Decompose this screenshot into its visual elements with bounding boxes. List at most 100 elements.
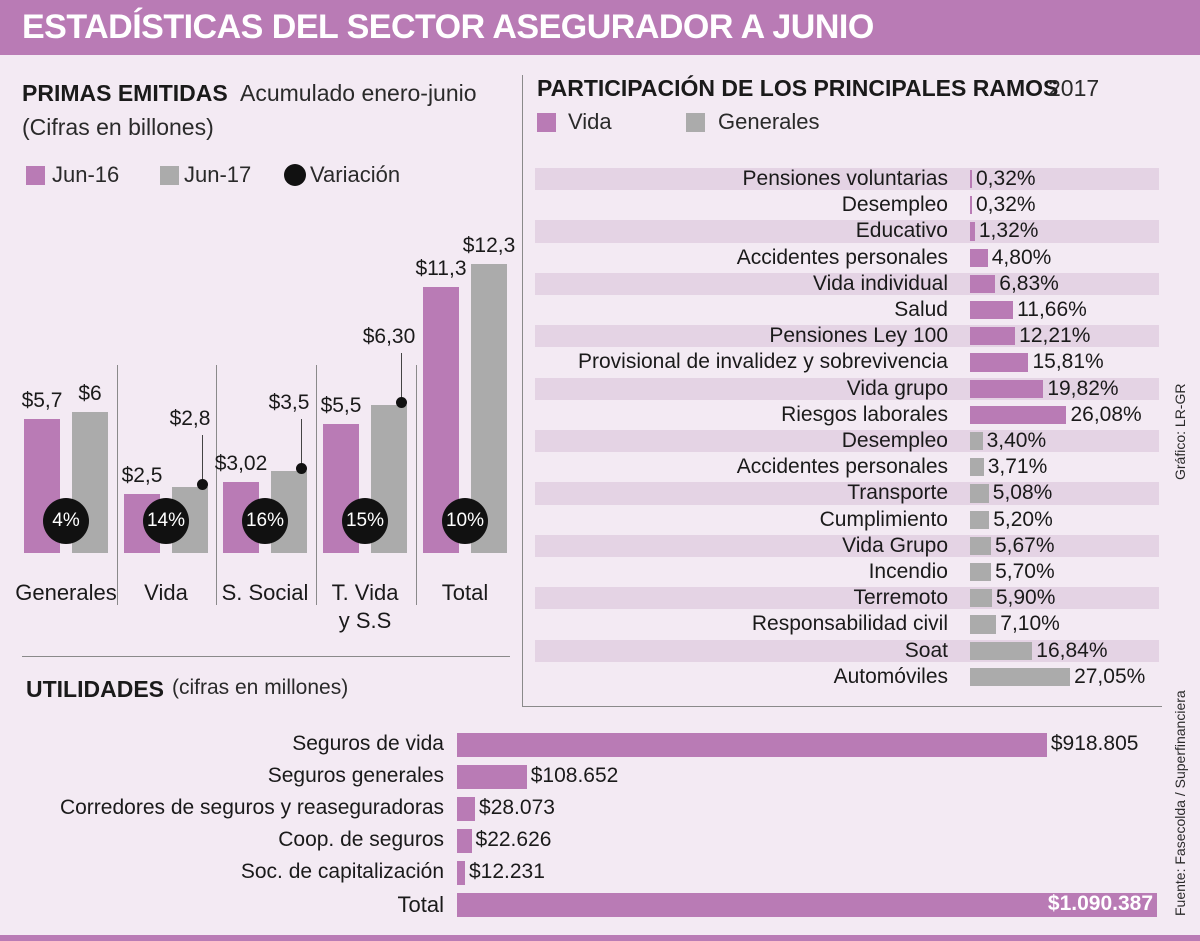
ramo-pct-label: 6,83% (999, 271, 1059, 295)
utilidad-bar (457, 829, 472, 853)
credit-fuente: Fuente: Fasecolda / Superfinanciera (1172, 690, 1188, 916)
leader-line (401, 352, 402, 403)
variation-circle: 4% (43, 498, 89, 544)
primas-group-divider (416, 365, 417, 605)
utilidad-value-label: $12.231 (469, 860, 545, 883)
value-label-jun17: $12,3 (462, 233, 516, 257)
leader-dot-icon (296, 462, 307, 474)
utilidad-value-label: $108.652 (530, 764, 619, 787)
utilidad-bar (457, 893, 1157, 917)
utilidades-title: UTILIDADES (26, 676, 164, 702)
variation-circle: 14% (143, 498, 189, 544)
ramo-pct-label: 3,71% (987, 455, 1048, 479)
ramo-name: Terremoto (853, 586, 948, 610)
value-label-jun16: $11,3 (415, 257, 467, 281)
value-label-jun17: $2,8 (169, 407, 211, 431)
utilidad-value-label: $28.073 (479, 796, 555, 819)
legend-label-variation: Variación (310, 162, 401, 187)
ramo-pct-label: 5,67% (994, 533, 1055, 557)
ramos-chart: Pensiones voluntarias 0,32% Desempleo 0,32%… (535, 167, 1159, 688)
ramos-bottom-divider (522, 706, 1162, 707)
ramo-row-band (535, 534, 1159, 557)
utilidad-name: Coop. de seguros (278, 828, 444, 851)
value-label-jun16: $5,5 (320, 393, 362, 417)
ramo-pct-label: 11,66% (1017, 298, 1087, 321)
ramo-name: Desempleo (841, 193, 948, 217)
ramo-bar (970, 353, 1029, 372)
leader-dot-icon (396, 396, 407, 408)
ramo-name: Transporte (847, 481, 948, 505)
value-label-jun17: $6,30 (362, 324, 416, 348)
ramo-bar (970, 667, 1071, 686)
utilidad-bar (457, 797, 476, 821)
category-label: S. Social (221, 580, 309, 605)
category-label: T. Vida y S.S (331, 580, 399, 633)
category-label: Generales (15, 580, 117, 605)
ramo-pct-label: 1,32% (978, 219, 1039, 243)
ramo-pct-label: 0,32% (976, 167, 1036, 190)
ramo-bar (970, 222, 975, 241)
utilidad-name: Total (397, 892, 444, 917)
ramo-pct-label: 12,21% (1019, 324, 1091, 348)
ramo-pct-label: 5,70% (995, 560, 1055, 583)
ramo-bar (970, 248, 988, 267)
primas-group-divider (117, 365, 118, 605)
utilidad-bar (457, 861, 465, 885)
ramo-name: Desempleo (841, 429, 948, 452)
ramo-name: Provisional de invalidez y sobrevivencia (577, 350, 948, 374)
ramo-bar (970, 484, 989, 503)
utilidad-name: Seguros generales (267, 764, 444, 787)
ramo-name: Cumplimiento (819, 507, 948, 531)
primas-unit-note: (Cifras en billones) (22, 114, 214, 140)
page-title: ESTADÍSTICAS DEL SECTOR ASEGURADOR A JUN… (22, 8, 874, 46)
ramo-name: Vida individual (812, 271, 948, 295)
legend-label-vida: Vida (568, 109, 612, 134)
utilidad-name: Soc. de capitalización (240, 860, 444, 883)
ramo-bar (970, 641, 1033, 660)
ramo-bar (970, 405, 1067, 424)
ramo-bar (970, 458, 984, 477)
primas-bottom-divider (22, 656, 510, 657)
ramo-name: Vida grupo (846, 376, 948, 400)
ramo-pct-label: 15,81% (1032, 350, 1104, 374)
value-label-jun17: $6 (78, 382, 102, 405)
legend-swatch-vida (537, 113, 556, 132)
ramo-pct-label: 4,80% (991, 245, 1052, 269)
value-label-jun17: $3,5 (268, 390, 310, 414)
bottom-bar (0, 935, 1200, 941)
legend-swatch-generales (686, 113, 705, 132)
ramo-bar (970, 274, 996, 293)
ramo-bar (970, 432, 983, 451)
ramo-row-band (535, 272, 1159, 295)
utilidad-name: Seguros de vida (292, 732, 444, 755)
ramos-year: 2017 (1048, 75, 1100, 101)
utilidad-name: Corredores de seguros y reaseguradoras (59, 796, 444, 819)
ramo-name: Accidentes personales (736, 455, 948, 479)
category-label: Vida (144, 580, 188, 605)
ramo-pct-label: 0,32% (976, 193, 1036, 217)
ramo-row-band (535, 430, 1159, 453)
utilidad-value-label: $22.626 (475, 828, 552, 851)
title-bar: ESTADÍSTICAS DEL SECTOR ASEGURADOR A JUN… (0, 0, 1200, 55)
legend-variation-dot-icon (284, 164, 306, 186)
ramo-name: Pensiones Ley 100 (769, 324, 948, 348)
legend-swatch-jun16 (26, 166, 45, 185)
value-label-jun16: $3,02 (214, 452, 268, 476)
utilidad-bar (457, 765, 527, 789)
ramo-name: Responsabilidad civil (751, 612, 948, 636)
ramo-name: Accidentes personales (736, 245, 948, 269)
utilidades-unit-note: (cifras en millones) (172, 676, 349, 699)
ramo-pct-label: 26,08% (1070, 402, 1142, 426)
category-label: Total (441, 580, 489, 605)
primas-group-divider (316, 365, 317, 605)
ramo-row-band (535, 587, 1159, 610)
ramo-pct-label: 7,10% (1000, 612, 1060, 636)
ramo-name: Soat (904, 638, 948, 662)
variation-circle: 15% (342, 498, 388, 544)
ramo-pct-label: 3,40% (986, 429, 1047, 452)
ramo-pct-label: 5,08% (992, 481, 1053, 505)
primas-chart: $5,7 $6 4% Generales $2,5 $2,8 14% Vida $3,02 $3,… (0, 0, 520, 660)
leader-dot-icon (197, 479, 208, 491)
ramo-bar (970, 379, 1044, 398)
